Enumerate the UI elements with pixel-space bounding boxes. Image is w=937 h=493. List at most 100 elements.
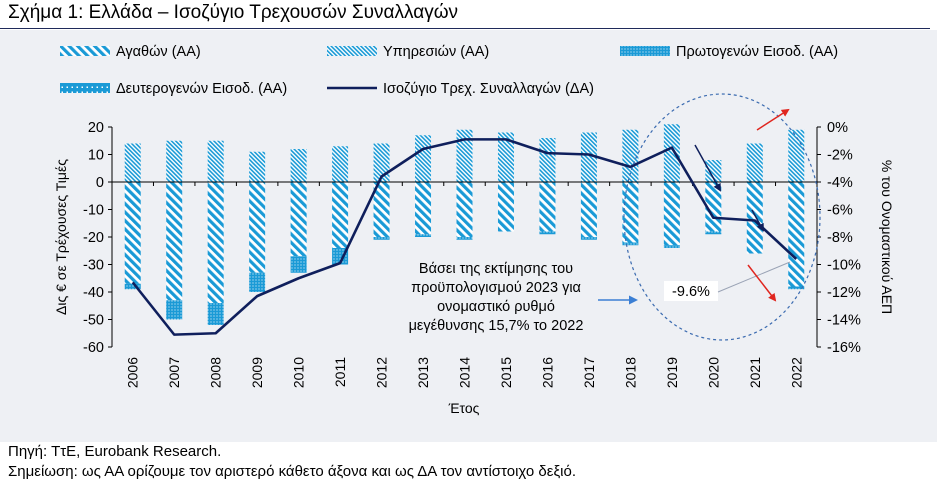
y-axis-title-right: % του Ονομαστικού ΑΕΠ: [879, 160, 895, 314]
bar-2019-s0: [663, 182, 680, 246]
bar-2013-s2: [415, 234, 432, 237]
x-tick-label: 2016: [539, 357, 555, 388]
bar-2018-s1: [622, 129, 639, 182]
bar-2016-s0: [539, 182, 556, 232]
y-axis-title-left: Δις € σε Τρέχουσες Τιμές: [53, 159, 69, 315]
bar-2011-s1: [332, 146, 349, 182]
bar-2021-s0: [746, 182, 763, 254]
bar-2010-s2: [290, 256, 307, 273]
callout-line: ονομαστικό ρυθμό: [437, 299, 555, 315]
callout-line: μεγέθυνσης 15,7% το 2022: [409, 318, 584, 334]
bar-2012-s0: [373, 182, 390, 237]
y-tick-label-left: -30: [83, 258, 104, 274]
bar-2015-s1: [497, 132, 514, 182]
legend-swatch: [327, 46, 377, 56]
chart-panel: Αγαθών (ΑΑ) Υπηρεσιών (ΑΑ) Πρωτογενών Εισο…: [0, 30, 937, 442]
bar-2006-s0: [124, 182, 141, 284]
x-tick-label: 2008: [208, 357, 224, 388]
x-axis-title: Έτος: [448, 400, 480, 416]
bar-2008-s2: [207, 303, 224, 325]
bar-2018-s0: [622, 182, 639, 243]
legend-label: Αγαθών (ΑΑ): [116, 44, 201, 60]
bar-2019-s1: [663, 124, 680, 182]
x-tick-label: 2009: [249, 357, 265, 388]
bar-2013-s0: [415, 182, 432, 235]
y-tick-label-right: 0%: [827, 120, 848, 136]
bar-2017-s1: [580, 132, 597, 182]
y-tick-label-left: -40: [83, 285, 104, 301]
y-tick-label-right: -10%: [827, 258, 861, 274]
y-tick-label-left: 0: [96, 175, 104, 191]
chart-line-series: [131, 138, 798, 336]
bar-2016-s1: [539, 138, 556, 182]
y-tick-label-left: -20: [83, 230, 104, 246]
x-tick-label: 2012: [374, 357, 390, 388]
bar-2021-s1: [746, 143, 763, 182]
legend-swatch: [60, 46, 110, 56]
x-tick-label: 2014: [457, 357, 473, 388]
y-tick-label-left: 10: [88, 148, 104, 164]
bar-2022-s2: [788, 286, 805, 290]
x-tick-label: 2013: [415, 357, 431, 388]
legend-label: Πρωτογενών Εισοδ. (ΑΑ): [676, 44, 838, 60]
bar-2007-s2: [166, 300, 183, 320]
bar-2011-s0: [332, 182, 349, 248]
bar-2008-s0: [207, 182, 224, 303]
arrow-down-dark-1: [694, 144, 721, 192]
legend-label: Ισοζύγιο Τρεχ. Συναλλαγών (ΔΑ): [383, 81, 594, 97]
bar-2010-s1: [290, 149, 307, 182]
arrow-up-red: [756, 108, 790, 131]
bar-2022-s1: [788, 129, 805, 182]
y-tick-label-right: -14%: [827, 313, 861, 329]
x-tick-label: 2017: [581, 357, 597, 388]
y-tick-label-right: -2%: [827, 148, 853, 164]
bar-2012-s2: [373, 237, 390, 240]
highlight-circle: [623, 93, 821, 341]
bar-2010-s0: [290, 182, 307, 257]
bar-2019-s2: [663, 245, 680, 248]
legend-swatch: [620, 46, 670, 56]
y-tick-label-right: -4%: [827, 175, 853, 191]
y-tick-label-left: -60: [83, 340, 104, 356]
value-label: -9.6%: [672, 284, 710, 300]
bar-2009-s0: [249, 182, 266, 273]
bar-2022-s0: [788, 182, 805, 287]
bar-2020-s1: [705, 160, 722, 182]
arrow-down-red: [747, 264, 777, 302]
y-tick-label-left: -10: [83, 203, 104, 219]
value-label-bg: [664, 281, 718, 301]
x-tick-label: 2006: [125, 357, 141, 388]
bar-2018-s2: [622, 242, 639, 246]
bar-2009-s1: [249, 151, 266, 182]
chart-annotations: Βάσει της εκτίμησης του προϋπολογισμού 20…: [409, 93, 821, 341]
footer-source: Πηγή: ΤτΕ, Eurobank Research.: [8, 443, 222, 460]
bar-2016-s2: [539, 231, 556, 235]
bar-2006-s2: [124, 283, 141, 290]
bar-2014-s0: [456, 182, 473, 237]
bar-2015-s0: [497, 182, 514, 232]
y-tick-label-right: -8%: [827, 230, 853, 246]
y-tick-label-left: -50: [83, 313, 104, 329]
line-current-account: [131, 138, 798, 336]
bar-2014-s1: [456, 129, 473, 182]
bar-2017-s0: [580, 182, 597, 237]
callout-line: Βάσει της εκτίμησης του: [419, 261, 573, 277]
title-divider: [0, 28, 930, 29]
page-title: Σχήμα 1: Ελλάδα – Ισοζύγιο Τρεχουσών Συν…: [8, 2, 459, 23]
bar-2008-s1: [207, 140, 224, 182]
x-tick-label: 2015: [498, 357, 514, 388]
x-tick-label: 2011: [332, 357, 348, 387]
x-tick-label: 2018: [622, 357, 638, 388]
chart-legend: Αγαθών (ΑΑ) Υπηρεσιών (ΑΑ) Πρωτογενών Εισο…: [60, 44, 838, 97]
y-tick-label-right: -16%: [827, 340, 861, 356]
y-tick-label-right: -12%: [827, 285, 861, 301]
bar-2013-s1: [415, 135, 432, 182]
bar-2006-s1: [124, 143, 141, 182]
y-tick-label-left: 20: [88, 120, 104, 136]
x-tick-label: 2010: [291, 357, 307, 388]
value-label-leader: [717, 261, 791, 293]
bar-2014-s2: [456, 237, 473, 240]
y-tick-label-right: -6%: [827, 203, 853, 219]
chart-svg: Αγαθών (ΑΑ) Υπηρεσιών (ΑΑ) Πρωτογενών Εισο…: [53, 44, 895, 416]
arrow-down-dark-2: [751, 209, 764, 232]
